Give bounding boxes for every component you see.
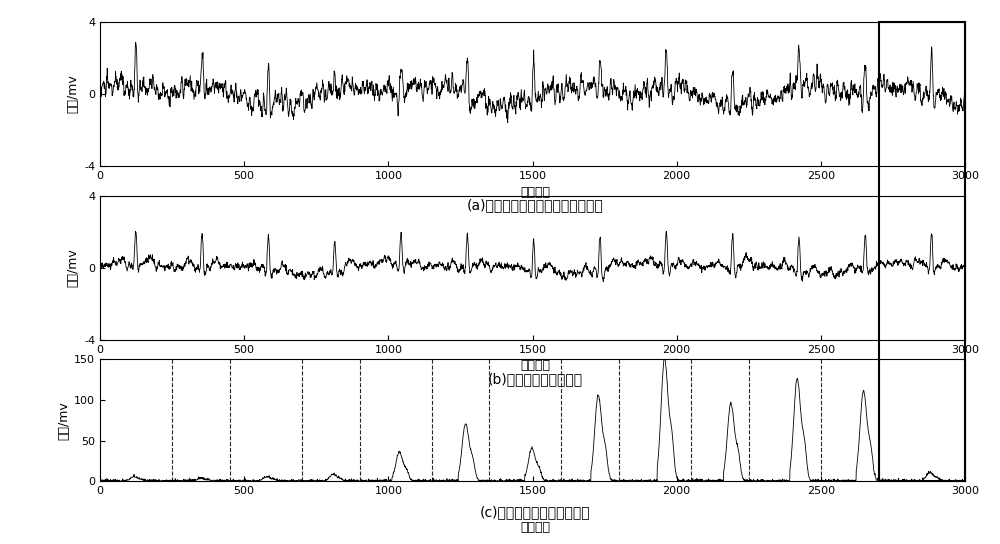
Text: (a)存在强噪声干扰的原始心电信号: (a)存在强噪声干扰的原始心电信号 [467, 199, 603, 213]
Text: (b)提升阈値去噪后信号: (b)提升阈値去噪后信号 [487, 372, 583, 386]
Text: 采样点数: 采样点数 [520, 186, 550, 199]
Text: 采样点数: 采样点数 [520, 359, 550, 372]
Text: (c)改进近似包络后检测结果: (c)改进近似包络后检测结果 [480, 505, 590, 519]
Y-axis label: 幅値/mv: 幅値/mv [67, 75, 80, 113]
Y-axis label: 幅値/mv: 幅値/mv [67, 249, 80, 287]
Y-axis label: 幅値/mv: 幅値/mv [57, 401, 70, 440]
Text: 采样点数: 采样点数 [520, 521, 550, 534]
